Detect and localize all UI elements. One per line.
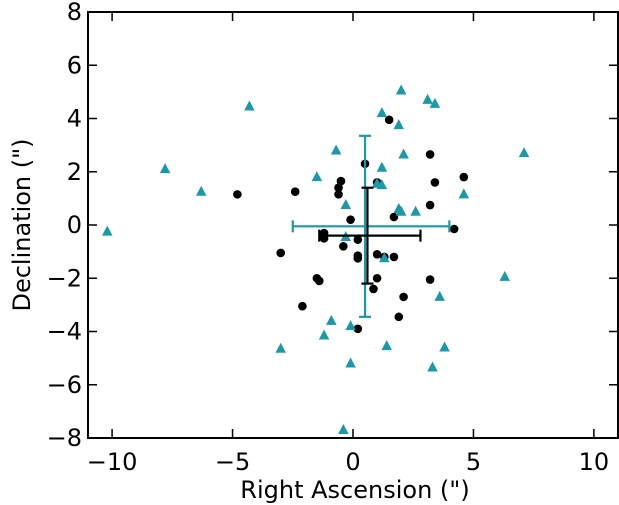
data-point-triangle <box>244 100 255 111</box>
x-tick-label: −10 <box>87 448 138 476</box>
data-point-circle <box>353 235 363 244</box>
x-tick-label: 0 <box>345 448 360 476</box>
data-point-circle <box>339 242 348 251</box>
data-point-circle <box>425 150 435 159</box>
data-point-circle <box>384 115 394 125</box>
data-point-circle <box>389 212 399 222</box>
data-point-triangle <box>102 225 113 236</box>
data-point-triangle <box>518 147 530 158</box>
data-point-triangle <box>458 188 470 199</box>
x-tick-label: −5 <box>215 448 250 476</box>
data-point-circle <box>314 276 324 286</box>
data-point-circle <box>334 190 343 199</box>
data-point-circle <box>389 252 399 262</box>
data-point-circle <box>399 292 408 302</box>
y-tick-label: 6 <box>67 51 82 79</box>
data-point-triangle <box>275 342 286 353</box>
data-point-triangle <box>345 357 356 368</box>
data-point-triangle <box>395 84 407 95</box>
data-point-triangle <box>422 93 433 104</box>
data-point-triangle <box>330 144 342 155</box>
data-point-triangle <box>439 341 450 352</box>
data-point-circle <box>459 172 469 182</box>
data-point-triangle <box>429 97 441 108</box>
data-point-circle <box>394 312 404 322</box>
y-tick-label: −6 <box>47 371 82 399</box>
data-point-triangle <box>381 340 392 351</box>
series-circle <box>233 115 469 334</box>
data-point-triangle <box>410 205 421 216</box>
y-tick-label: 4 <box>67 105 82 133</box>
data-point-triangle <box>159 163 171 174</box>
data-point-triangle <box>195 185 207 196</box>
data-point-triangle <box>393 119 405 130</box>
data-point-circle <box>346 215 355 224</box>
error-bar-cross <box>291 134 451 318</box>
data-point-triangle <box>338 424 349 435</box>
data-point-triangle <box>345 320 356 331</box>
data-point-circle <box>372 273 382 283</box>
data-point-circle <box>334 183 343 193</box>
data-point-circle <box>276 248 286 258</box>
y-tick-label: −8 <box>47 424 82 452</box>
y-tick-label: 2 <box>67 158 82 186</box>
data-point-circle <box>353 251 363 260</box>
y-axis-label: Declination (") <box>8 138 36 311</box>
data-point-triangle <box>376 161 388 172</box>
data-point-circle <box>336 176 346 186</box>
axes <box>87 11 619 439</box>
data-point-triangle <box>434 290 445 301</box>
data-point-circle <box>298 301 307 311</box>
tick-labels: −10 −5 0 5 10 −8 −6 −4 −2 0 2 4 6 8 <box>47 0 610 476</box>
data-point-circle <box>425 275 435 284</box>
data-point-circle <box>425 200 435 210</box>
y-tick-label: −4 <box>47 318 82 346</box>
data-markers <box>102 84 530 435</box>
data-point-triangle <box>398 148 409 159</box>
data-point-circle <box>233 190 242 199</box>
y-tick-label: −2 <box>47 264 82 292</box>
data-point-triangle <box>499 270 511 281</box>
data-point-triangle <box>427 361 438 372</box>
y-tick-label: 8 <box>67 0 82 26</box>
data-point-circle <box>430 178 440 187</box>
y-tick-label: 0 <box>67 211 82 239</box>
data-point-triangle <box>395 205 407 216</box>
x-axis-label: Right Ascension (") <box>240 476 469 504</box>
plot-frame <box>87 11 619 439</box>
data-point-triangle <box>376 107 388 118</box>
data-point-triangle <box>318 329 330 340</box>
error-bars <box>291 134 451 318</box>
data-point-triangle <box>379 252 390 263</box>
data-point-circle <box>449 224 459 234</box>
error-bar-cross <box>318 186 422 285</box>
data-point-triangle <box>376 179 388 190</box>
data-point-circle <box>369 284 378 294</box>
series-triangle <box>102 84 530 435</box>
data-point-triangle <box>311 171 323 182</box>
data-point-circle <box>353 324 363 334</box>
data-point-triangle <box>340 199 352 210</box>
x-tick-label: 10 <box>579 448 610 476</box>
x-tick-label: 5 <box>466 448 481 476</box>
data-point-triangle <box>326 314 337 325</box>
data-point-circle <box>290 187 300 197</box>
data-point-circle <box>372 249 382 259</box>
